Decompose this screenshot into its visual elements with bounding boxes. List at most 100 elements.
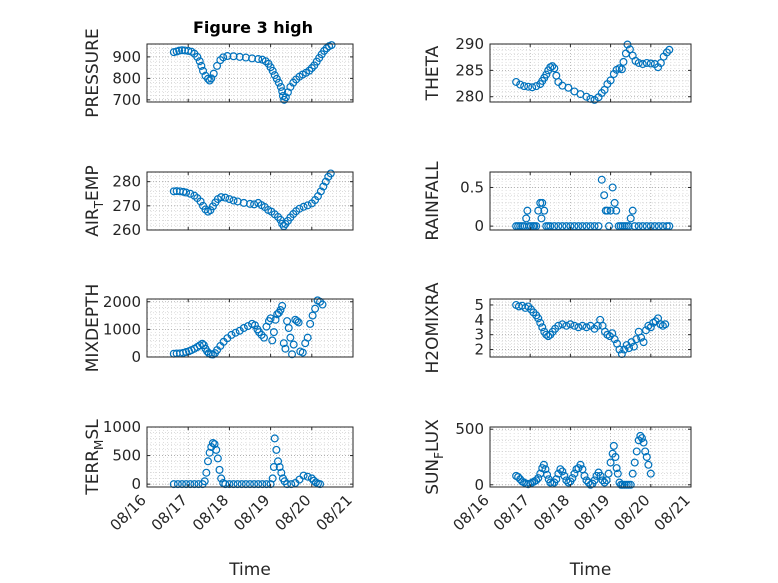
y-tick-label: 0 [131,475,141,493]
data-point [560,471,569,480]
y-tick-label: 700 [112,91,141,109]
data-point [229,480,238,489]
data-point [274,457,283,466]
data-point [538,323,547,332]
data-point [207,74,216,83]
data-point [246,199,255,208]
data-point [250,480,259,489]
data-point [316,187,325,196]
data-point [193,52,202,61]
data-point [626,480,635,489]
data-point [223,52,232,61]
data-point [213,454,222,463]
y-tick-label: 3 [474,326,484,344]
data-point [524,82,533,91]
data-point [199,66,208,75]
data-point [208,350,217,359]
data-point [639,338,648,347]
data-point [254,55,263,64]
data-point [606,458,615,467]
data-point [200,477,209,486]
data-point [538,198,547,207]
data-point [534,474,543,483]
data-point [630,458,639,467]
data-point [608,183,617,192]
data-point [582,323,591,332]
subplot-1: 700 800 900 PRESSURE Figure 3 high [83,18,354,118]
data-point [262,480,271,489]
data-point [619,57,628,66]
data-point [628,469,637,478]
data-point [642,453,651,462]
subplot-4: 0 0.5 RAINFALL [423,161,692,241]
data-point [321,177,330,186]
data-point [514,473,523,482]
data-point [268,474,277,483]
data-point [274,78,283,87]
data-point [541,465,550,474]
y-tick-label: 500 [455,420,484,438]
data-point [582,92,591,101]
data-point [523,206,532,215]
y-axis-label: MIXDEPTH [83,284,103,373]
data-point [558,320,567,329]
data-point [537,214,546,223]
data-point [169,480,178,489]
x-tick-label: 08/18 [189,491,232,534]
data-point [564,83,573,92]
data-point [578,321,587,330]
data-point [542,330,551,339]
axes-box [146,426,354,488]
y-tick-label: 800 [112,69,141,87]
data-point [307,474,316,483]
data-point [241,480,250,489]
data-point [303,201,312,210]
y-tick-label: 0 [474,217,484,235]
subplot-2: 280 285 290 THETA [423,35,692,106]
data-point [629,342,638,351]
data-point [326,169,335,178]
y-tick-label: 2 [474,341,484,359]
data-point [202,468,211,477]
data-point [186,189,195,198]
data-point [225,195,234,204]
data-point [272,74,281,83]
data-point [178,480,187,489]
x-axis-label: Time [569,560,612,580]
y-tick-label: 5 [474,296,484,314]
data-point [287,480,296,489]
chart-title: Figure 3 high [193,18,313,37]
data-point [307,64,316,73]
data-point [276,306,285,315]
data-point [570,321,579,330]
data-point [623,40,632,49]
data-point [610,198,619,207]
y-axis-label: TERRMSL [83,419,106,496]
data-point [275,463,284,472]
data-point [281,344,290,353]
data-point [190,480,199,489]
data-point [615,345,624,354]
y-tick-label: 0 [131,348,141,366]
data-point [286,333,295,342]
data-point [610,335,619,344]
data-point [534,314,543,323]
data-point [554,321,563,330]
data-point [542,70,551,79]
data-point [520,82,529,91]
data-point [266,314,275,323]
y-tick-label: 280 [455,88,484,106]
data-point [574,323,583,332]
data-point [596,471,605,480]
data-point [205,448,214,457]
data-point [205,76,214,85]
data-point [215,465,224,474]
data-point [512,77,521,86]
data-point [522,214,531,223]
data-point [600,191,609,200]
x-tick-label: 08/21 [651,491,694,534]
data-point [600,478,609,487]
